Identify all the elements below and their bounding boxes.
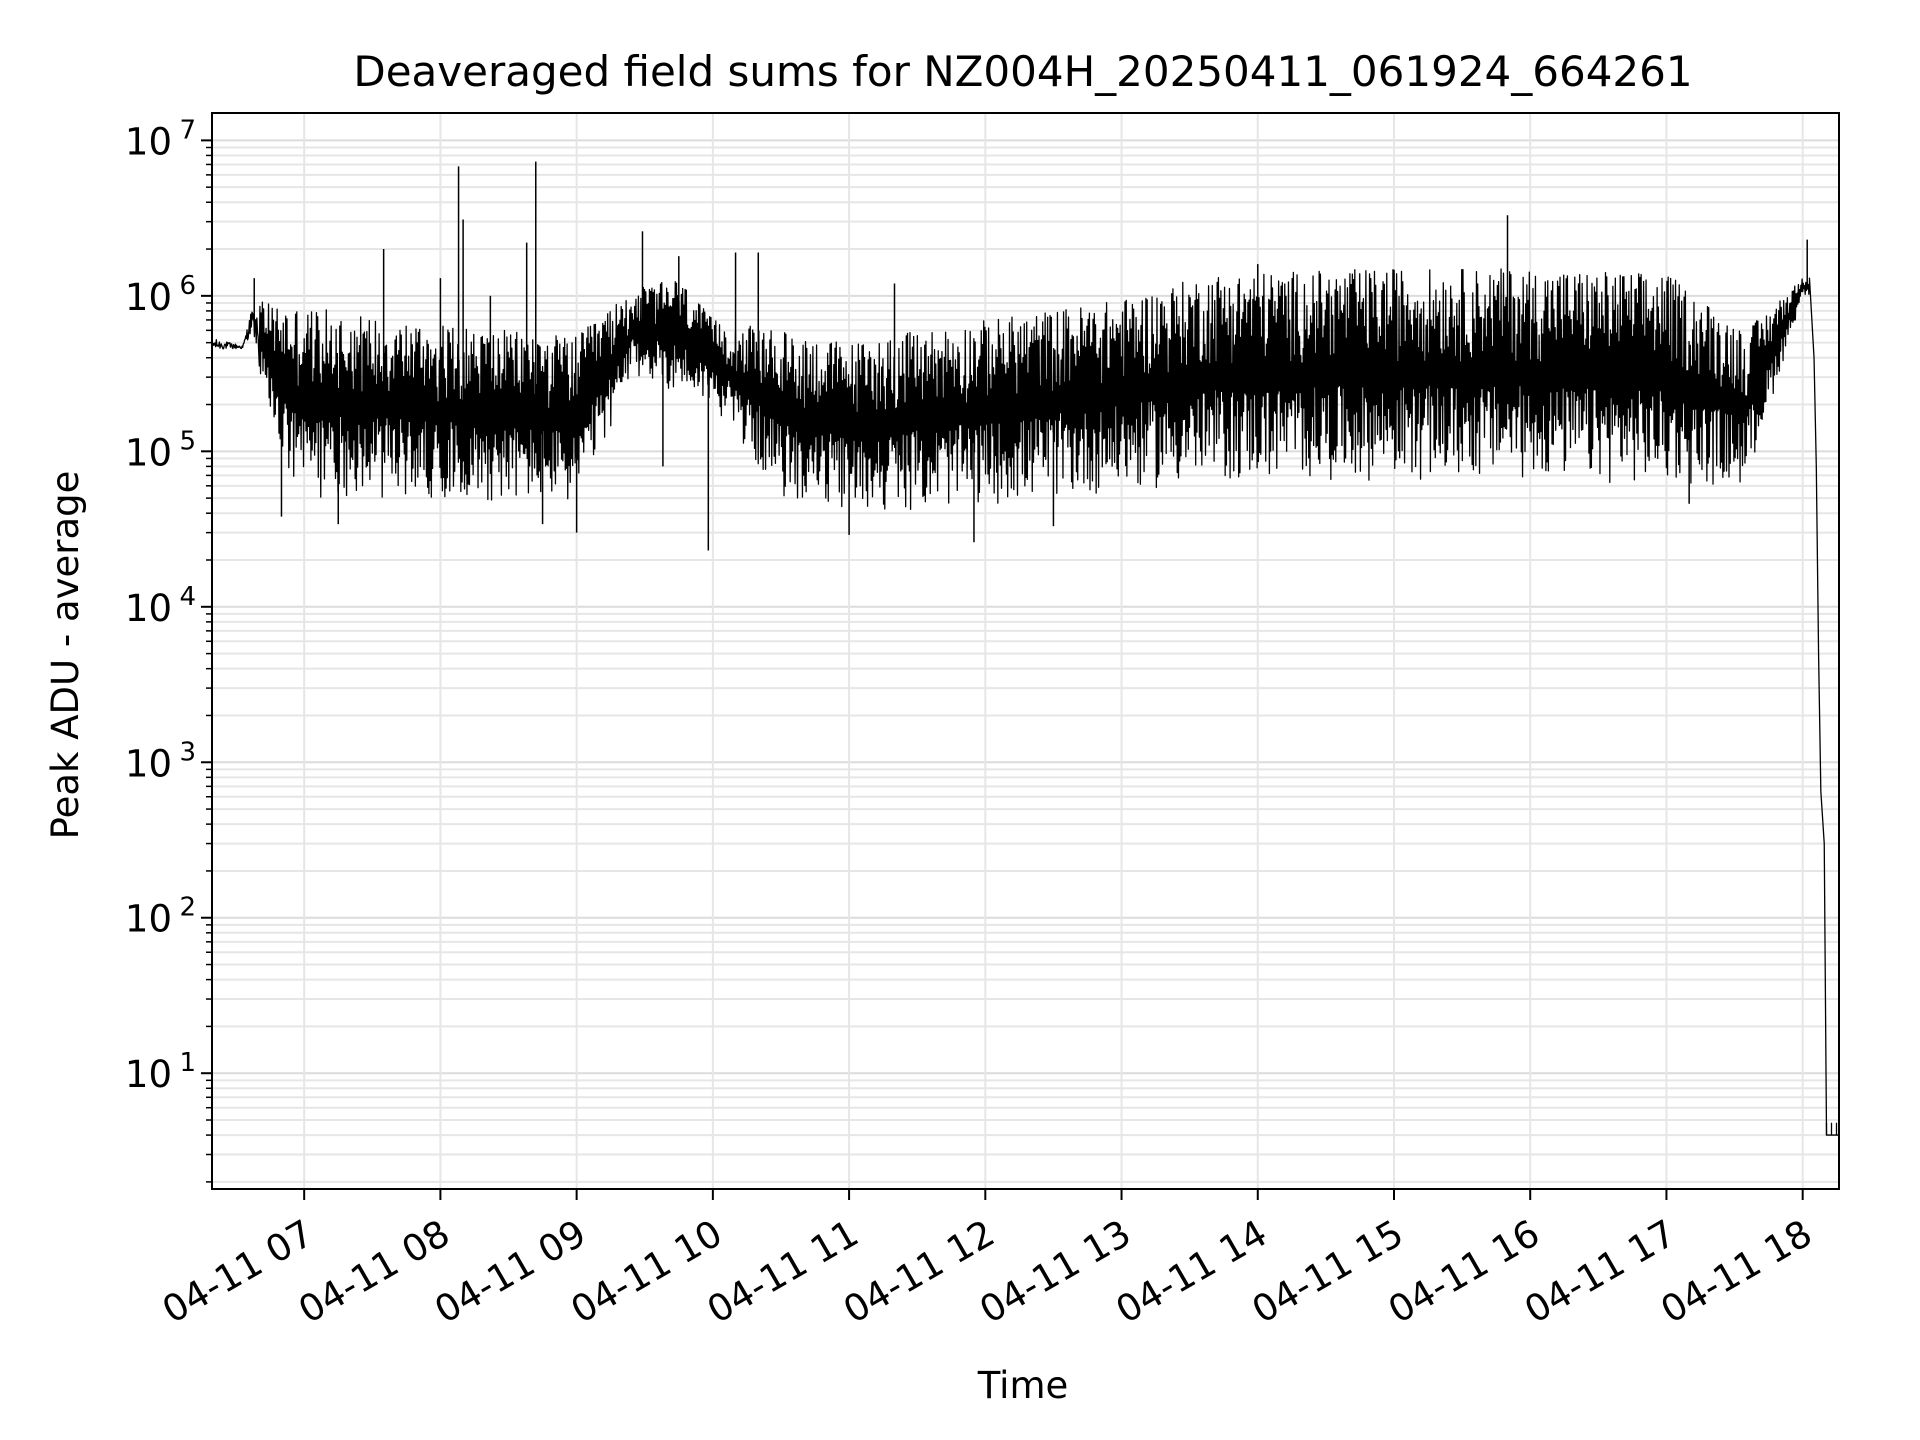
grid xyxy=(212,113,1839,1189)
y-tick-base: 10 xyxy=(125,587,172,630)
x-tick-label: 04-11 07 xyxy=(155,1212,321,1332)
x-tick-label: 04-11 15 xyxy=(1245,1212,1411,1332)
series-line xyxy=(211,268,1839,1136)
y-tick-base: 10 xyxy=(125,1053,172,1096)
y-tick-exponent: 3 xyxy=(179,737,196,767)
x-tick-label: 04-11 10 xyxy=(564,1212,730,1332)
y-tick-base: 10 xyxy=(125,276,172,319)
x-tick-label: 04-11 12 xyxy=(836,1212,1002,1332)
y-tick-exponent: 2 xyxy=(179,893,196,923)
y-tick-base: 10 xyxy=(125,431,172,474)
data-series xyxy=(211,161,1839,1136)
y-tick-label: 10 xyxy=(125,276,172,319)
y-tick-exponent: 1 xyxy=(179,1048,196,1078)
y-tick-exponent: 6 xyxy=(179,271,196,301)
y-tick-label: 10 xyxy=(125,742,172,785)
x-tick-label: 04-11 11 xyxy=(700,1212,866,1332)
chart-title: Deaveraged field sums for NZ004H_2025041… xyxy=(353,47,1692,96)
x-tick-label: 04-11 17 xyxy=(1517,1212,1683,1332)
x-tick-label: 04-11 08 xyxy=(291,1212,457,1332)
x-tick-label: 04-11 16 xyxy=(1381,1212,1547,1332)
x-tick-label: 04-11 09 xyxy=(428,1212,594,1332)
x-tick-label: 04-11 18 xyxy=(1654,1212,1820,1332)
x-axis-label: Time xyxy=(977,1364,1069,1407)
y-tick-base: 10 xyxy=(125,898,172,941)
y-axis-label: Peak ADU - average xyxy=(44,471,87,840)
y-tick-label: 10 xyxy=(125,898,172,941)
y-tick-label: 10 xyxy=(125,587,172,630)
y-tick-label: 10 xyxy=(125,431,172,474)
x-tick-label: 04-11 13 xyxy=(972,1212,1138,1332)
y-tick-exponent: 7 xyxy=(179,115,196,145)
y-tick-label: 10 xyxy=(125,1053,172,1096)
x-tick-label: 04-11 14 xyxy=(1109,1212,1275,1332)
y-tick-exponent: 5 xyxy=(179,426,196,456)
series-tail-steps xyxy=(1825,1122,1838,1136)
y-tick-exponent: 4 xyxy=(179,582,196,612)
y-tick-label: 10 xyxy=(125,120,172,163)
y-tick-base: 10 xyxy=(125,120,172,163)
plot-frame xyxy=(211,112,1840,1190)
y-tick-base: 10 xyxy=(125,742,172,785)
